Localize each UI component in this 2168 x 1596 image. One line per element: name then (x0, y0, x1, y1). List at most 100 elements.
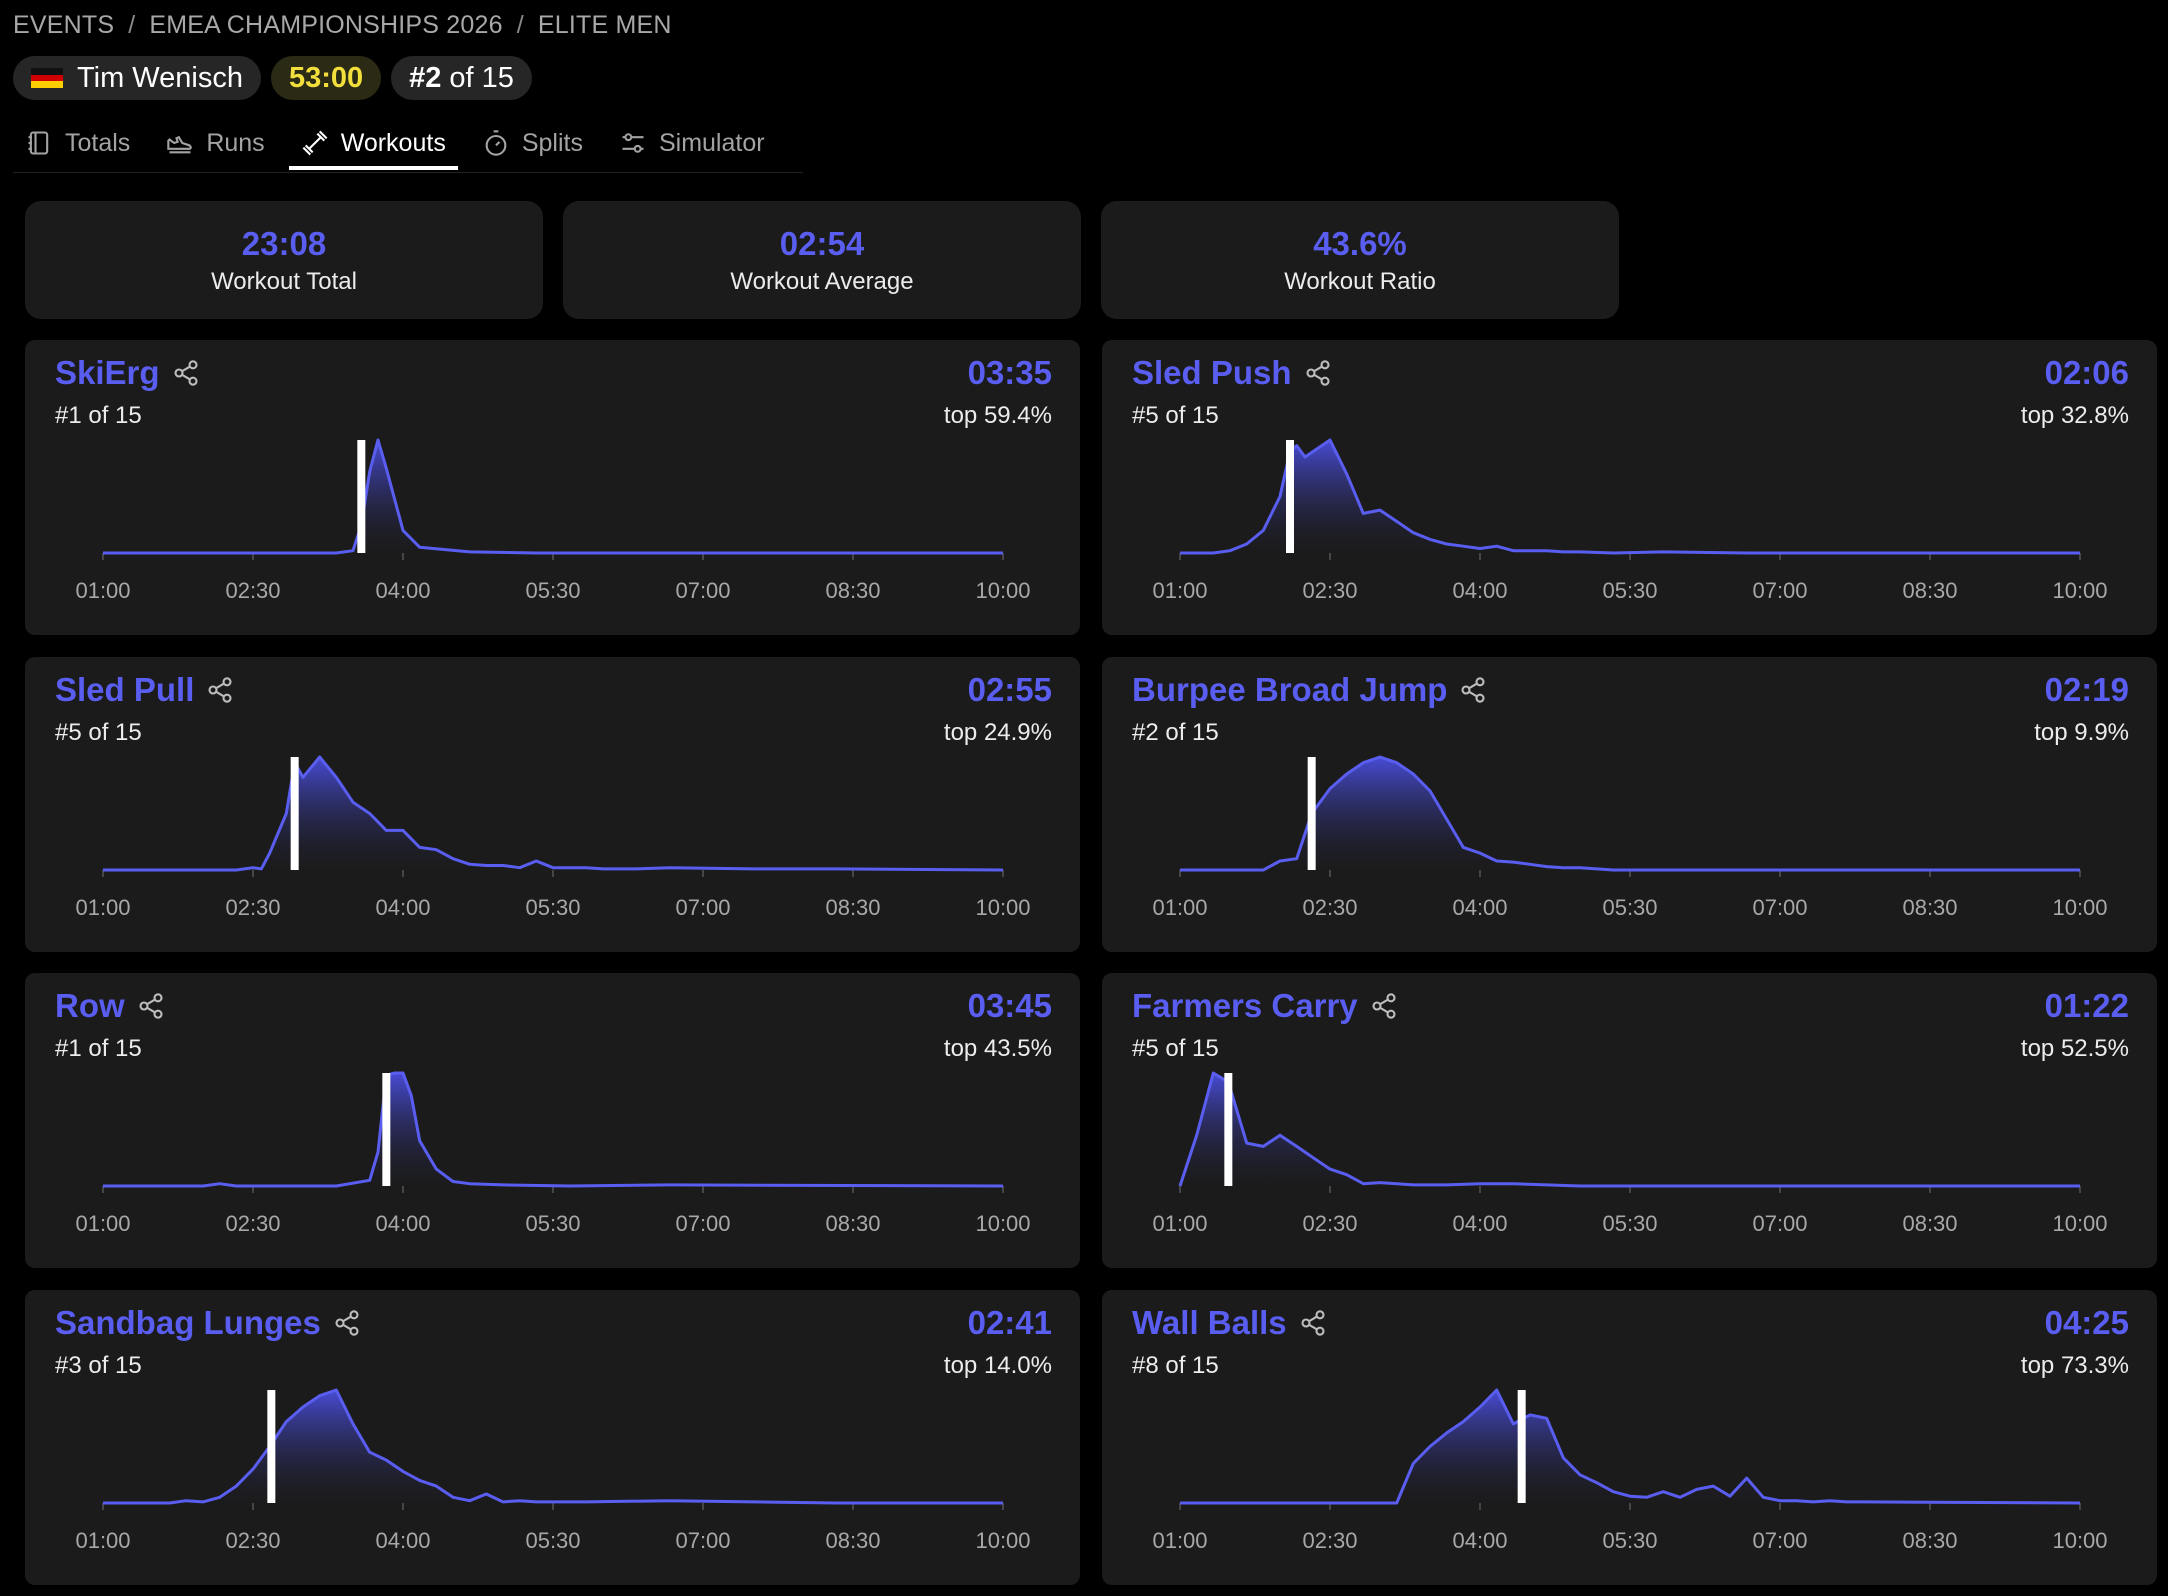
tab-bar: Totals Runs Workouts Splits Simulator (13, 120, 803, 173)
workout-time: 03:35 (967, 354, 1052, 391)
x-tick-label: 10:00 (2052, 1211, 2107, 1236)
workout-name[interactable]: Sled Pull (55, 671, 234, 709)
workout-name[interactable]: Farmers Carry (1132, 987, 1398, 1025)
x-tick-label: 02:30 (225, 1528, 280, 1553)
tab-totals[interactable]: Totals (13, 120, 142, 166)
share-icon[interactable] (172, 359, 200, 387)
rank-position: #2 (409, 61, 442, 94)
share-icon[interactable] (1304, 359, 1332, 387)
x-tick-label: 05:30 (1602, 1211, 1657, 1236)
share-icon[interactable] (206, 676, 234, 704)
athlete-name: Tim Wenisch (77, 61, 243, 94)
tab-runs[interactable]: Runs (154, 120, 276, 166)
workout-time: 02:06 (2044, 354, 2129, 391)
overall-rank-chip: #2 of 15 (391, 56, 532, 100)
notebook-icon (28, 131, 49, 155)
x-tick-label: 08:30 (1902, 1211, 1957, 1236)
x-tick-label: 05:30 (1602, 895, 1657, 920)
x-tick-label: 01:00 (1152, 1528, 1207, 1553)
distribution-area (1180, 440, 2080, 553)
workout-rank: #8 of 15 (1132, 1352, 1219, 1379)
x-tick-label: 07:00 (1752, 1211, 1807, 1236)
x-tick-label: 05:30 (525, 1211, 580, 1236)
breadcrumb: EVENTS / EMEA CHAMPIONSHIPS 2026 / ELITE… (13, 8, 672, 42)
x-tick-label: 02:30 (225, 895, 280, 920)
stat-value: 43.6% (1313, 225, 1407, 262)
x-tick-label: 07:00 (1752, 895, 1807, 920)
share-icon[interactable] (1299, 1309, 1327, 1337)
workout-time: 03:45 (967, 987, 1052, 1024)
germany-flag-icon (31, 68, 63, 89)
share-icon[interactable] (137, 992, 165, 1020)
x-tick-label: 10:00 (2052, 1528, 2107, 1553)
workout-name[interactable]: Wall Balls (1132, 1304, 1327, 1342)
workout-rank: #3 of 15 (55, 1352, 142, 1379)
x-tick-label: 10:00 (2052, 578, 2107, 603)
workout-card: 01:00 02:30 04:00 05:30 07:00 08:30 10:00 Row 03… (25, 973, 1080, 1268)
x-tick-label: 07:00 (675, 1528, 730, 1553)
x-tick-label: 10:00 (975, 895, 1030, 920)
breadcrumb-separator: / (128, 10, 136, 39)
workout-name[interactable]: Burpee Broad Jump (1132, 671, 1487, 709)
x-tick-label: 08:30 (1902, 895, 1957, 920)
tab-splits[interactable]: Splits (470, 120, 595, 166)
tab-label: Simulator (658, 128, 765, 157)
tab-simulator[interactable]: Simulator (607, 120, 777, 166)
athlete-marker (1307, 757, 1316, 870)
athlete-name-chip: Tim Wenisch (13, 56, 261, 100)
x-tick-label: 08:30 (825, 895, 880, 920)
x-tick-label: 01:00 (75, 1528, 130, 1553)
distribution-chart: 01:00 02:30 04:00 05:30 07:00 08:30 10:00 (75, 1071, 1031, 1236)
workout-time: 01:22 (2044, 987, 2129, 1024)
workout-name[interactable]: Sled Push (1132, 354, 1332, 392)
x-tick-label: 07:00 (675, 1211, 730, 1236)
share-icon[interactable] (1370, 992, 1398, 1020)
breadcrumb-division[interactable]: ELITE MEN (537, 10, 672, 39)
breadcrumb-event-name[interactable]: EMEA CHAMPIONSHIPS 2026 (149, 10, 503, 39)
x-tick-label: 02:30 (1302, 1211, 1357, 1236)
workout-rank: #5 of 15 (55, 719, 142, 746)
x-tick-label: 02:30 (1302, 578, 1357, 603)
x-tick-label: 04:00 (1452, 1211, 1507, 1236)
workout-rank: #2 of 15 (1132, 719, 1219, 746)
workout-name[interactable]: Sandbag Lunges (55, 1304, 361, 1342)
workout-name[interactable]: SkiErg (55, 354, 200, 392)
workout-percentile: top 43.5% (943, 1035, 1052, 1062)
workout-name[interactable]: Row (55, 987, 165, 1025)
x-tick-label: 08:30 (825, 1211, 880, 1236)
stat-label: Workout Average (730, 268, 914, 295)
share-icon[interactable] (1459, 676, 1487, 704)
workout-average-card: 02:54 Workout Average (563, 201, 1081, 319)
x-tick-label: 02:30 (1302, 1528, 1357, 1553)
tab-workouts[interactable]: Workouts (288, 120, 458, 170)
x-tick-label: 08:30 (825, 578, 880, 603)
x-tick-label: 05:30 (525, 1528, 580, 1553)
x-tick-label: 04:00 (375, 1528, 430, 1553)
dumbbell-icon (302, 130, 328, 156)
distribution-area (1180, 1390, 2080, 1503)
x-tick-label: 02:30 (225, 1211, 280, 1236)
workout-percentile: top 59.4% (943, 402, 1052, 429)
x-tick-label: 04:00 (375, 578, 430, 603)
distribution-line (103, 1388, 1003, 1505)
workout-rank: #1 of 15 (55, 1035, 142, 1062)
workout-time: 04:25 (2044, 1304, 2129, 1341)
x-tick-label: 05:30 (1602, 578, 1657, 603)
athlete-marker (267, 1390, 276, 1503)
breadcrumb-events[interactable]: EVENTS (13, 10, 115, 39)
workout-time: 02:41 (967, 1304, 1052, 1341)
workout-card: 01:00 02:30 04:00 05:30 07:00 08:30 10:00 Sandb… (25, 1290, 1080, 1585)
x-tick-label: 05:30 (525, 895, 580, 920)
distribution-line (1180, 1388, 2081, 1505)
tab-label: Totals (65, 128, 131, 157)
share-icon[interactable] (333, 1309, 361, 1337)
x-tick-label: 08:30 (1902, 578, 1957, 603)
distribution-chart: 01:00 02:30 04:00 05:30 07:00 08:30 10:00 (75, 438, 1031, 603)
x-tick-label: 10:00 (2052, 895, 2107, 920)
rank-total: of 15 (449, 61, 514, 94)
distribution-chart: 01:00 02:30 04:00 05:30 07:00 08:30 10:00 (1152, 1388, 2108, 1553)
athlete-marker (357, 440, 366, 553)
workout-title: Sandbag Lunges (55, 1304, 321, 1341)
workout-time: 02:19 (2044, 671, 2129, 708)
stopwatch-icon (485, 130, 507, 156)
